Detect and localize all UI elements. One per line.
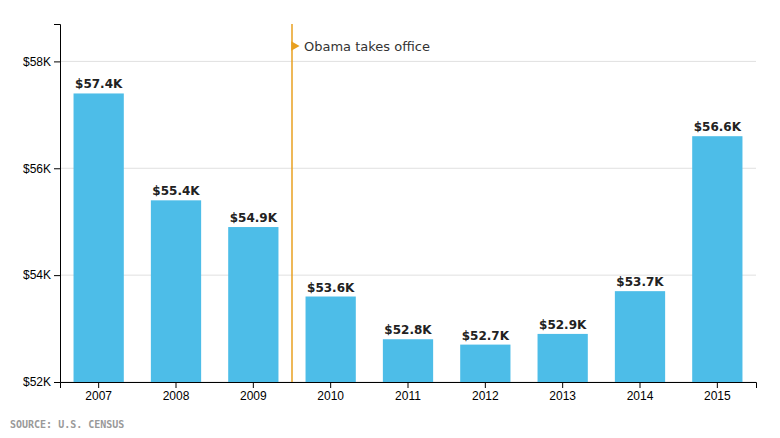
source-text: SOURCE: U.S. CENSUS (10, 419, 124, 430)
data-label: $52.9K (539, 318, 587, 332)
tick-mark (485, 382, 486, 388)
tick-label: 2013 (549, 389, 576, 403)
axis-line (54, 25, 61, 383)
data-label: $55.4K (152, 184, 200, 198)
bar (228, 227, 278, 382)
y-tick: $52K (23, 375, 60, 389)
tick-label: 2009 (240, 389, 267, 403)
bar (538, 334, 588, 382)
x-tick: 2008 (163, 382, 190, 403)
tick-label: $56K (23, 162, 51, 176)
y-tick: $58K (23, 55, 60, 69)
tick-label: $54K (23, 268, 51, 282)
tick-label: $52K (23, 375, 51, 389)
bar (151, 200, 201, 382)
grid (60, 61, 756, 382)
tick-label: 2010 (317, 389, 344, 403)
annotation-marker (291, 41, 299, 51)
plot: $52K $54K $56K $58K 2007 2008 2009 2010 2011 2012… (23, 24, 757, 403)
y-tick: $54K (23, 268, 60, 282)
tick-mark (98, 382, 99, 388)
bar (74, 93, 124, 382)
x-tick: 2014 (627, 382, 654, 403)
data-labels: $57.4K $55.4K $54.9K $53.6K $52.8K $52.7K $52.… (75, 77, 742, 342)
data-label: $57.4K (75, 77, 123, 91)
bar (306, 297, 356, 382)
bar (460, 345, 510, 382)
tick-label: 2012 (472, 389, 499, 403)
y-tick: $56K (23, 162, 60, 176)
tick-mark (54, 275, 60, 276)
x-tick: 2009 (240, 382, 267, 403)
tick-mark (562, 382, 563, 388)
x-tick: 2010 (317, 382, 344, 403)
chart-svg: $52K $54K $56K $58K 2007 2008 2009 2010 2011 2012… (0, 0, 780, 438)
data-label: $53.7K (616, 275, 664, 289)
data-label: $56.6K (694, 120, 742, 134)
tick-mark (408, 382, 409, 388)
x-tick: 2007 (85, 382, 112, 403)
data-label: $52.7K (462, 329, 510, 343)
bar (615, 291, 665, 382)
annotation-text: Obama takes office (304, 39, 430, 54)
tick-label: 2007 (85, 389, 112, 403)
tick-mark (54, 61, 60, 62)
tick-label: 2014 (627, 389, 654, 403)
grid-line (60, 61, 756, 62)
tick-label: 2015 (704, 389, 731, 403)
bar (383, 339, 433, 382)
x-tick: 2013 (549, 382, 576, 403)
x-tick: 2012 (472, 382, 499, 403)
tick-mark (176, 382, 177, 388)
chart-container: $52K $54K $56K $58K 2007 2008 2009 2010 2011 2012… (0, 0, 780, 438)
axis-line (61, 383, 757, 389)
x-tick: 2015 (704, 382, 731, 403)
tick-label: 2011 (395, 389, 421, 403)
grid-line (60, 168, 756, 169)
tick-mark (717, 382, 718, 388)
data-label: $52.8K (384, 323, 432, 337)
tick-mark (54, 382, 60, 383)
annotations: Obama takes office (291, 39, 430, 54)
tick-mark (640, 382, 641, 388)
y-axis: $52K $54K $56K $58K (23, 25, 61, 390)
tick-label: $58K (23, 55, 51, 69)
marks (74, 24, 743, 382)
data-label: $53.6K (307, 281, 355, 295)
bar (692, 136, 742, 382)
tick-label: 2008 (163, 389, 190, 403)
tick-mark (330, 382, 331, 388)
tick-mark (253, 382, 254, 388)
tick-mark (54, 168, 60, 169)
annotation-line (291, 24, 293, 382)
x-axis: 2007 2008 2009 2010 2011 2012 2013 2014 2015 (61, 382, 757, 403)
data-label: $54.9K (230, 211, 278, 225)
x-tick: 2011 (395, 382, 421, 403)
